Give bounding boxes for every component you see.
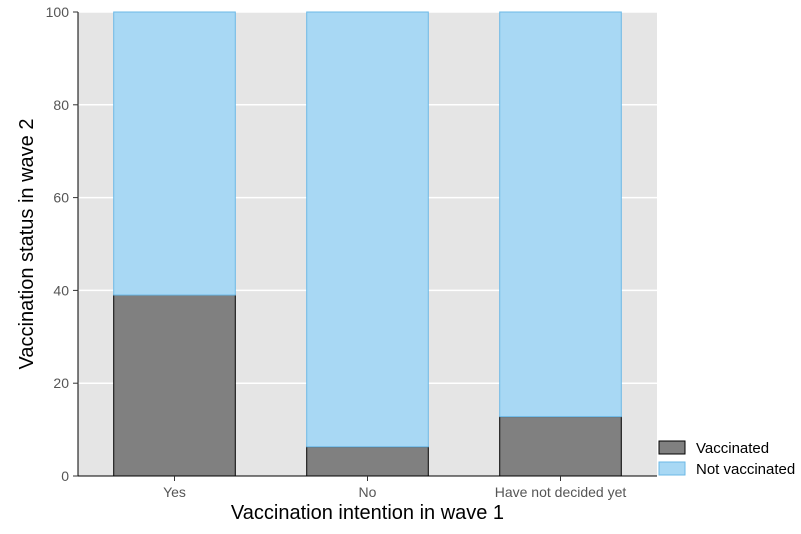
y-axis-title: Vaccination status in wave 2	[16, 119, 38, 370]
y-tick-label: 80	[53, 97, 69, 113]
y-tick-label: 0	[61, 468, 69, 484]
legend-label: Not vaccinated	[696, 461, 795, 478]
x-tick-labels: Yes No Have not decided yet	[163, 476, 626, 500]
bar-vaccinated	[499, 416, 622, 477]
x-tick-label: Yes	[163, 484, 186, 500]
y-tick-labels: 0 20 40 60 80 100	[46, 4, 78, 484]
y-tick-label: 40	[53, 282, 69, 298]
bars	[113, 11, 622, 477]
x-axis-title: Vaccination intention in wave 1	[231, 502, 504, 524]
x-tick-label: Have not decided yet	[495, 484, 627, 500]
legend: Vaccinated Not vaccinated	[658, 440, 795, 478]
bar-vaccinated	[113, 294, 236, 477]
legend-swatch	[658, 461, 686, 476]
y-tick-label: 20	[53, 375, 69, 391]
bar-vaccinated	[306, 446, 429, 477]
y-tick-label: 60	[53, 190, 69, 206]
legend-label: Vaccinated	[696, 440, 769, 457]
legend-swatch	[658, 440, 686, 455]
y-tick-label: 100	[46, 4, 70, 20]
bar-not-vaccinated	[306, 11, 429, 448]
bar-not-vaccinated	[113, 11, 236, 296]
bar-not-vaccinated	[499, 11, 622, 418]
x-tick-label: No	[359, 484, 377, 500]
